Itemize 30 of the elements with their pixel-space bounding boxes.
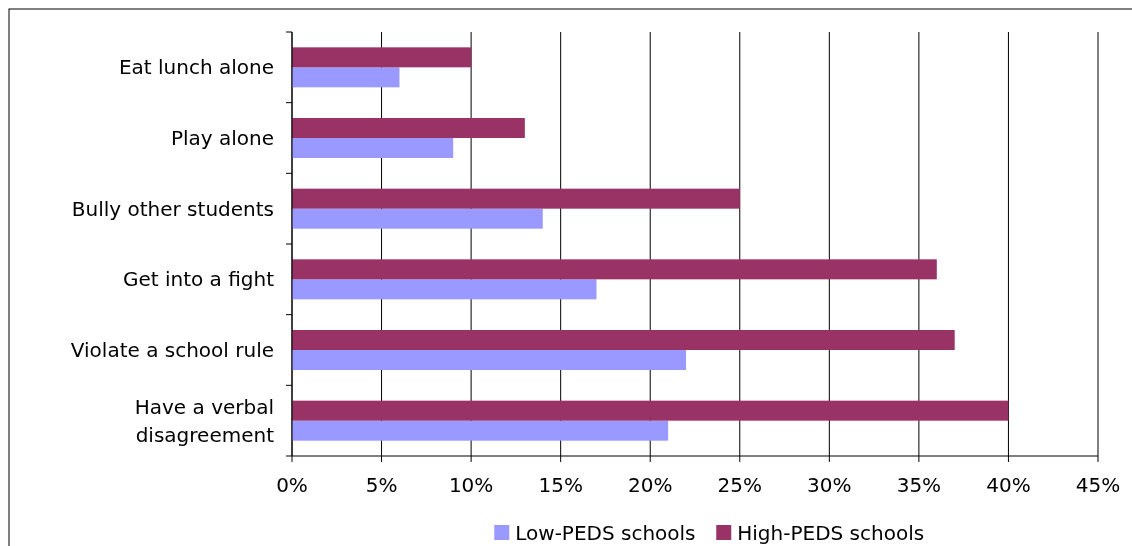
- x-tick-label: 25%: [717, 473, 762, 497]
- bar: [292, 259, 937, 280]
- bar: [292, 279, 597, 300]
- bar: [292, 118, 525, 138]
- y-tick-label: Have a verbal disagreement: [134, 394, 275, 447]
- x-tick-label: 35%: [896, 473, 942, 497]
- y-tick-label: Violate a school rule: [70, 338, 274, 362]
- x-tick-label: 0%: [276, 473, 308, 497]
- bar: [292, 67, 400, 88]
- x-tick-label: 5%: [365, 473, 398, 497]
- legend-label: High-PEDS schools: [737, 521, 925, 545]
- bar: [292, 188, 740, 209]
- bar: [292, 420, 669, 441]
- y-tick-label: Play alone: [170, 126, 274, 150]
- x-tick-label: 45%: [1075, 473, 1121, 497]
- x-tick-label: 10%: [448, 473, 494, 497]
- bar: [292, 138, 454, 158]
- bar: [292, 208, 543, 229]
- y-tick-label: Eat lunch alone: [118, 55, 274, 80]
- x-tick-label: 40%: [986, 473, 1031, 497]
- bar: [292, 330, 955, 350]
- bar: [292, 47, 472, 68]
- x-tick-label: 30%: [807, 473, 852, 497]
- x-tick-label: 20%: [628, 473, 673, 497]
- legend-label: Low-PEDS schools: [515, 521, 696, 545]
- y-tick-label: Get into a fight: [122, 267, 275, 292]
- bar: [292, 400, 1009, 421]
- bar: [292, 350, 687, 370]
- x-tick-label: 15%: [538, 473, 583, 497]
- y-tick-label: Bully other students: [71, 196, 274, 221]
